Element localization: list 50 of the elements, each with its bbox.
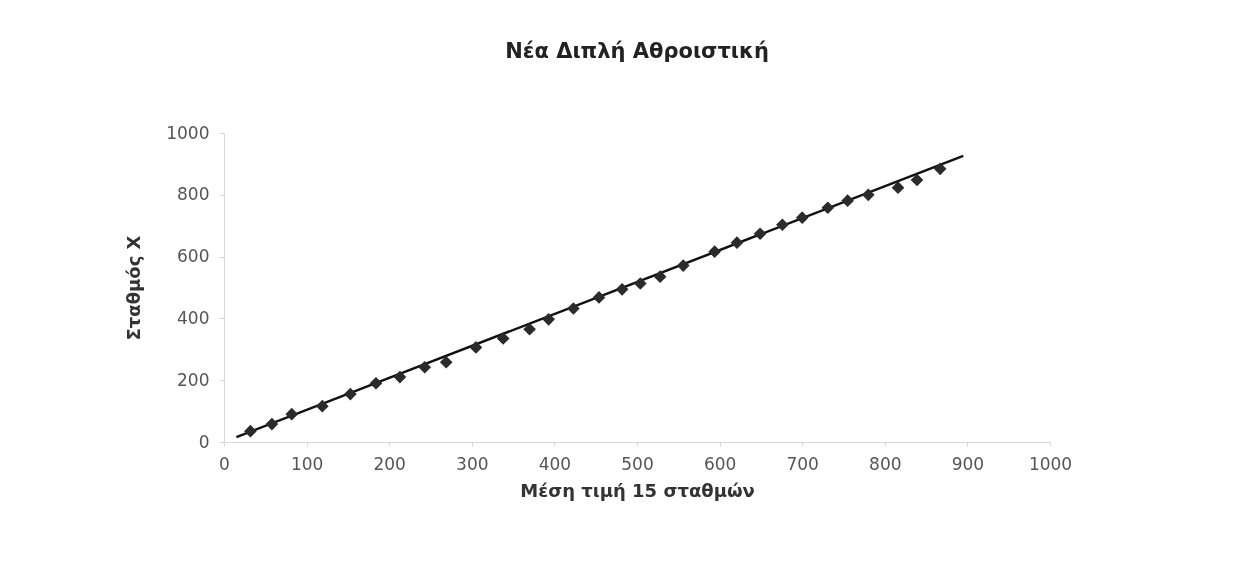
point <box>753 227 767 241</box>
x-tick-label: 600 <box>703 453 737 474</box>
y-tick-label: 600 <box>177 246 210 267</box>
x-tick-label: 700 <box>786 453 819 474</box>
point <box>265 417 279 431</box>
point <box>592 291 606 304</box>
point <box>567 302 580 315</box>
point <box>633 277 647 290</box>
point <box>615 283 629 296</box>
x-tick-label: 200 <box>373 453 406 474</box>
point <box>841 194 854 207</box>
point <box>708 245 721 258</box>
chart-title: Νέα Διπλή Αθροιστική <box>505 39 769 63</box>
point <box>653 270 667 284</box>
y-tick-label: 200 <box>177 369 210 390</box>
point <box>861 188 875 202</box>
x-tick-label: 900 <box>951 453 985 474</box>
x-tick-label: 800 <box>869 453 902 474</box>
x-tick-label: 500 <box>621 453 654 474</box>
point <box>244 424 257 438</box>
y-tick-label: 0 <box>198 431 210 452</box>
point <box>933 162 947 176</box>
x-tick-label: 100 <box>290 453 324 474</box>
x-tick-label: 1000 <box>1028 453 1073 474</box>
x-tick-label: 0 <box>219 453 230 474</box>
point <box>344 387 357 401</box>
point <box>523 322 536 336</box>
point <box>469 341 483 354</box>
point <box>369 376 383 390</box>
point <box>393 370 407 384</box>
x-tick-label: 400 <box>538 453 572 474</box>
point <box>315 399 329 413</box>
point <box>542 313 555 326</box>
point <box>730 236 744 250</box>
point <box>776 218 789 232</box>
point <box>795 211 809 224</box>
point <box>439 355 453 369</box>
point <box>910 173 924 187</box>
point <box>891 181 905 195</box>
point <box>496 332 510 345</box>
x-axis-title: Μέση τιμή 15 σταθμών <box>520 479 755 501</box>
point <box>285 407 299 421</box>
y-tick-label: 400 <box>177 307 210 328</box>
x-tick-label: 300 <box>456 453 489 474</box>
point <box>821 201 835 215</box>
y-tick-label: 800 <box>177 184 210 205</box>
point <box>418 360 432 374</box>
y-axis-title: Σταθμός Χ <box>123 235 145 341</box>
point <box>676 259 690 272</box>
y-tick-label: 1000 <box>166 122 210 143</box>
